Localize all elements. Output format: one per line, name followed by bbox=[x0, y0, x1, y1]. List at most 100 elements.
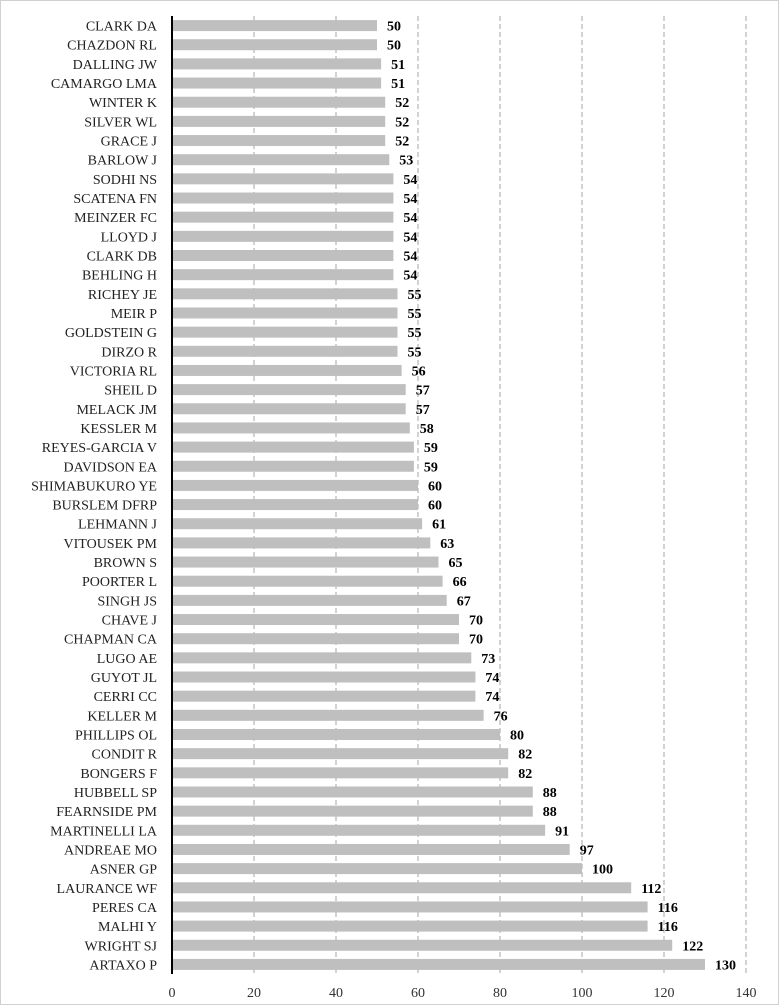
category-label: LUGO AE bbox=[97, 652, 157, 667]
value-label: 82 bbox=[518, 748, 532, 763]
value-label: 57 bbox=[416, 384, 430, 399]
bar bbox=[172, 173, 394, 185]
bar bbox=[172, 729, 500, 740]
category-label: ASNER GP bbox=[90, 863, 158, 878]
bar bbox=[172, 39, 377, 51]
bar bbox=[172, 882, 632, 894]
bar bbox=[172, 518, 423, 530]
bar bbox=[172, 652, 472, 664]
value-label: 52 bbox=[395, 96, 409, 111]
category-label: MEIR P bbox=[111, 307, 158, 322]
bar bbox=[172, 403, 406, 415]
category-label: SHEIL D bbox=[104, 384, 157, 399]
category-label: BURSLEM DFRP bbox=[52, 499, 157, 514]
value-label: 50 bbox=[387, 39, 401, 54]
category-label: GUYOT JL bbox=[91, 671, 157, 686]
value-label: 56 bbox=[412, 364, 426, 379]
bar bbox=[172, 805, 533, 817]
value-label: 66 bbox=[453, 575, 467, 590]
category-label: RICHEY JE bbox=[88, 288, 157, 303]
category-label: BROWN S bbox=[94, 556, 157, 571]
category-label: SILVER WL bbox=[84, 115, 157, 130]
value-label: 116 bbox=[658, 901, 678, 916]
bar bbox=[172, 211, 394, 223]
category-labels: CLARK DA CHAZDON RL DALLING JW CAMARGO LMA W… bbox=[31, 20, 158, 974]
category-label: DALLING JW bbox=[73, 58, 158, 73]
bar bbox=[172, 748, 509, 760]
category-label: GOLDSTEIN G bbox=[65, 326, 157, 341]
value-label: 88 bbox=[543, 805, 557, 820]
bar bbox=[172, 863, 582, 875]
category-label: CAMARGO LMA bbox=[51, 77, 158, 92]
x-axis-tick-labels: 0 20 40 60 80 100 120 140 bbox=[169, 986, 757, 1001]
value-label: 73 bbox=[481, 652, 495, 667]
category-label: CLARK DB bbox=[87, 250, 157, 265]
bar bbox=[172, 824, 546, 836]
category-label: BONGERS F bbox=[80, 767, 157, 782]
x-tick-label: 80 bbox=[493, 986, 507, 1001]
value-label: 74 bbox=[485, 671, 499, 686]
category-label: WINTER K bbox=[89, 96, 157, 111]
category-label: SCATENA FN bbox=[73, 192, 157, 207]
bar bbox=[172, 20, 377, 32]
value-label: 55 bbox=[408, 345, 422, 360]
value-label: 54 bbox=[403, 173, 417, 188]
bar bbox=[172, 269, 394, 281]
bar bbox=[172, 422, 410, 434]
bar bbox=[172, 230, 394, 242]
value-label: 59 bbox=[424, 460, 438, 475]
value-label: 54 bbox=[403, 211, 417, 226]
bar bbox=[172, 556, 439, 568]
bar bbox=[172, 326, 398, 338]
bar bbox=[172, 460, 414, 472]
x-tick-label: 40 bbox=[329, 986, 343, 1001]
bar bbox=[172, 154, 390, 166]
category-label: WRIGHT SJ bbox=[85, 939, 158, 954]
bar bbox=[172, 594, 447, 606]
bar bbox=[172, 939, 673, 951]
value-label: 67 bbox=[457, 594, 471, 609]
category-label: DIRZO R bbox=[101, 345, 157, 360]
value-label: 55 bbox=[408, 307, 422, 322]
value-label: 52 bbox=[395, 115, 409, 130]
value-label: 82 bbox=[518, 767, 532, 782]
category-label: HUBBELL SP bbox=[74, 786, 157, 801]
category-label: PHILLIPS OL bbox=[75, 729, 157, 744]
value-label: 65 bbox=[449, 556, 463, 571]
category-label: CONDIT R bbox=[92, 748, 158, 763]
value-labels: 50 50 51 51 52 52 52 53 54 54 54 54 54 54 55 55 55 55 56 57… bbox=[387, 20, 736, 974]
x-tick-label: 20 bbox=[247, 986, 261, 1001]
value-label: 97 bbox=[580, 843, 594, 858]
value-label: 91 bbox=[555, 824, 569, 839]
value-label: 116 bbox=[658, 920, 678, 935]
category-label: MELACK JM bbox=[76, 403, 157, 418]
bar bbox=[172, 671, 476, 683]
value-label: 80 bbox=[510, 729, 524, 744]
category-label: KELLER M bbox=[87, 709, 157, 724]
bar bbox=[172, 192, 394, 204]
bar bbox=[172, 479, 418, 491]
x-tick-label: 120 bbox=[654, 986, 675, 1001]
category-label: GRACE J bbox=[101, 135, 158, 150]
bar bbox=[172, 537, 431, 549]
category-label: CLARK DA bbox=[86, 20, 158, 35]
category-label: SINGH JS bbox=[97, 594, 157, 609]
bar bbox=[172, 384, 406, 396]
bar bbox=[172, 690, 476, 702]
bar bbox=[172, 709, 484, 721]
bar bbox=[172, 786, 533, 798]
bar bbox=[172, 499, 418, 511]
category-label: CHAVE J bbox=[102, 614, 158, 629]
value-label: 61 bbox=[432, 518, 446, 533]
value-label: 70 bbox=[469, 633, 483, 648]
value-label: 51 bbox=[391, 77, 405, 92]
x-tick-label: 140 bbox=[736, 986, 757, 1001]
value-label: 55 bbox=[408, 288, 422, 303]
bar bbox=[172, 77, 382, 89]
bar bbox=[172, 250, 394, 261]
value-label: 50 bbox=[387, 20, 401, 35]
value-label: 55 bbox=[408, 326, 422, 341]
bar bbox=[172, 307, 398, 319]
bar bbox=[172, 364, 402, 376]
